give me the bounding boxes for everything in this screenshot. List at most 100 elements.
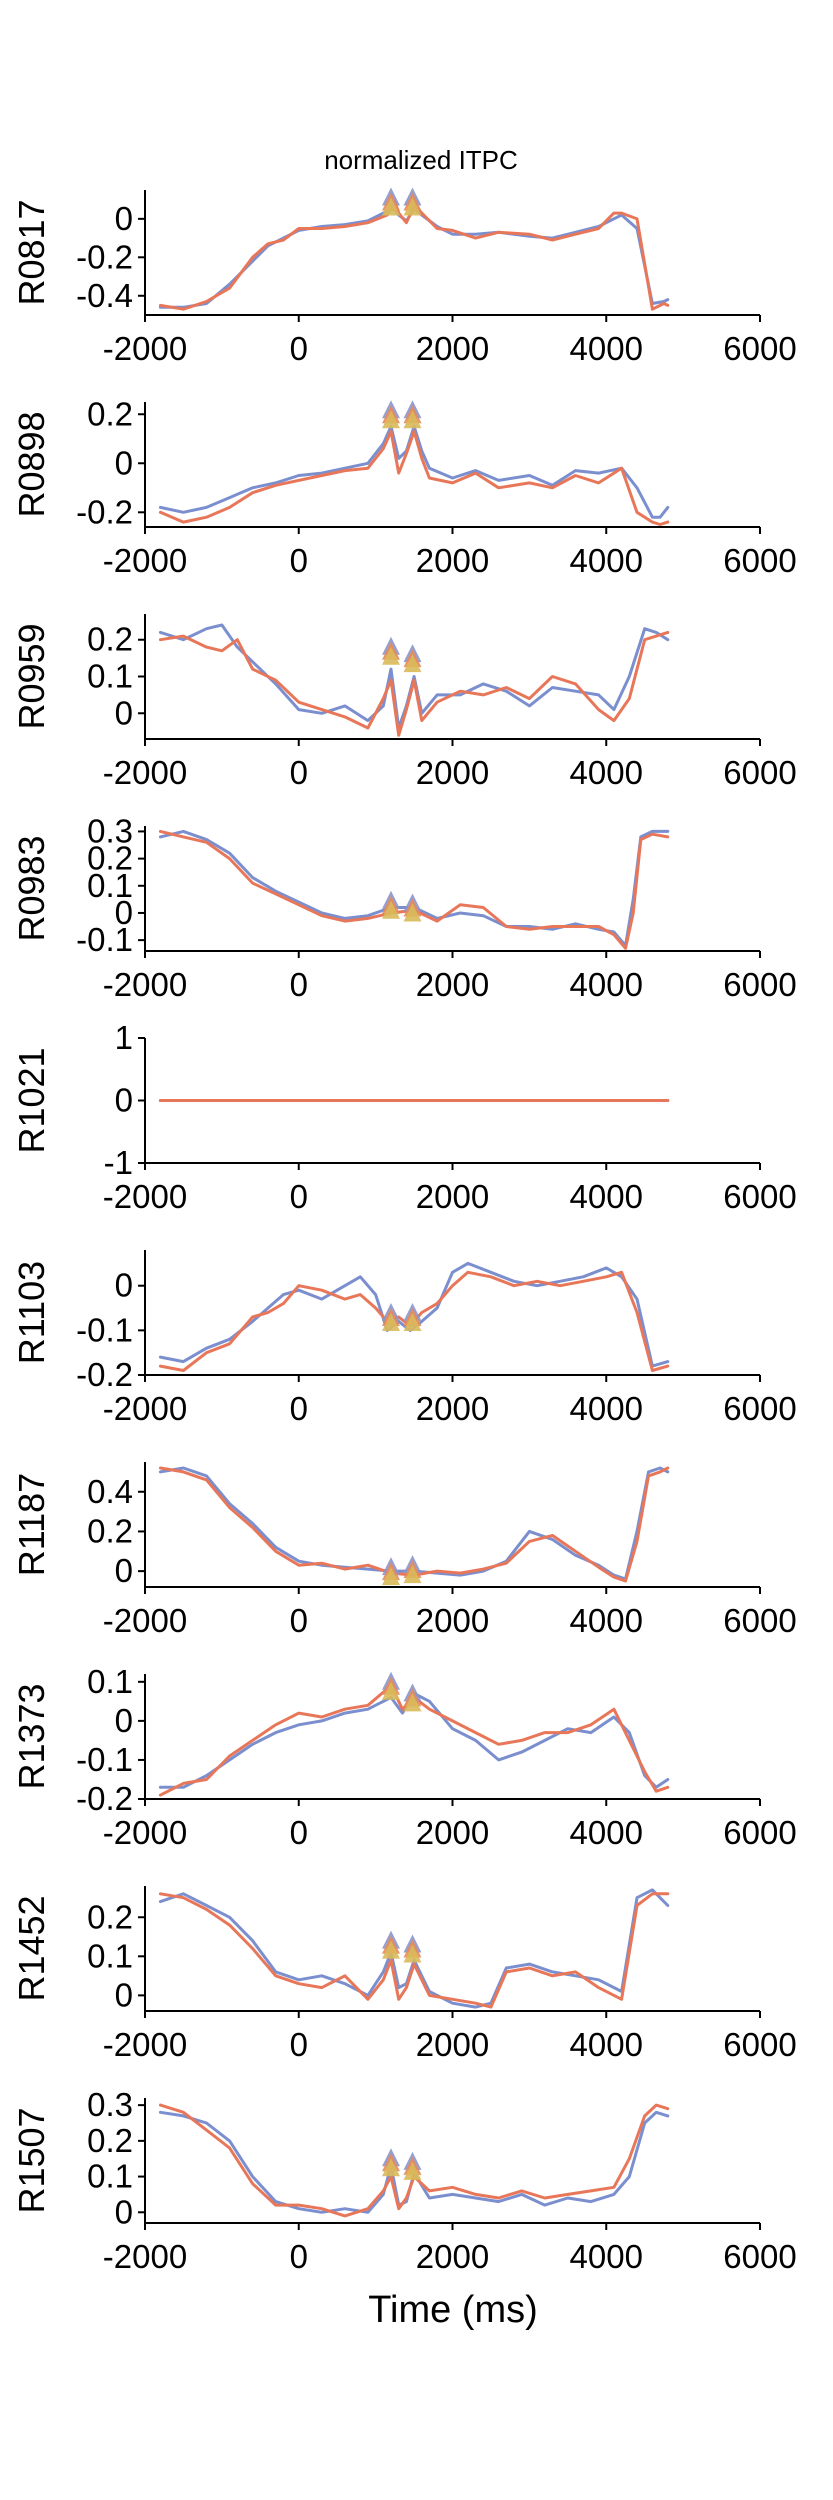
y-axis-label: R1452: [11, 1895, 52, 2001]
x-tick-label: 2000: [416, 1602, 489, 1639]
event-marker-1-3: [382, 1313, 400, 1331]
subplot-r0898: -2000 0 2000 4000 6000 0.2 0 -0.2 R0898: [11, 395, 797, 579]
x-tick-label: 0: [290, 1178, 308, 1215]
y-tick-label: 0: [115, 2193, 133, 2230]
x-tick-label: 0: [290, 2026, 308, 2063]
x-tick-label: 0: [290, 2238, 308, 2275]
x-tick-label: 4000: [570, 1178, 643, 1215]
x-tick-label: 6000: [723, 1178, 796, 1215]
x-tick-label: 2000: [416, 542, 489, 579]
event-marker-2-3: [403, 654, 422, 673]
x-tick-label: 0: [290, 966, 308, 1003]
x-tick-label: -2000: [103, 1178, 187, 1215]
x-tick-label: 2000: [416, 1390, 489, 1427]
x-tick-label: 4000: [570, 330, 643, 367]
y-axis-label: R0817: [11, 199, 52, 305]
y-tick-label: 0.1: [87, 2158, 133, 2195]
y-axis-label: R0983: [11, 835, 52, 941]
event-marker-2-3: [403, 410, 422, 429]
x-tick-label: 0: [290, 330, 308, 367]
x-tick-label: -2000: [103, 2238, 187, 2275]
y-tick-label: 0: [115, 444, 133, 481]
y-tick-label: 0.2: [87, 1898, 133, 1935]
x-tick-label: 4000: [570, 1814, 643, 1851]
event-marker-2-3: [403, 903, 422, 922]
y-tick-label: -0.2: [76, 1356, 133, 1393]
x-tick-label: 6000: [723, 754, 796, 791]
x-tick-label: 6000: [723, 1390, 796, 1427]
x-tick-label: -2000: [103, 754, 187, 791]
series-line-2: [158, 630, 670, 737]
x-tick-label: 4000: [570, 2238, 643, 2275]
x-tick-label: 6000: [723, 966, 796, 1003]
x-tick-label: 6000: [723, 2026, 796, 2063]
event-marker-1-3: [382, 900, 400, 919]
y-tick-label: -0.1: [76, 1311, 133, 1348]
series-line-1: [158, 207, 670, 309]
y-tick-label: 0: [115, 1082, 133, 1119]
x-tick-label: -2000: [103, 966, 187, 1003]
subplots-container: -2000 0 2000 4000 6000 0 -0.2 -0.4 R0817 -2000 0 20…: [11, 187, 797, 2275]
y-axis-label: R0898: [11, 411, 52, 517]
y-tick-label: 0.2: [87, 395, 133, 432]
x-tick-label: 2000: [416, 966, 489, 1003]
event-marker-2-3: [403, 197, 422, 216]
event-marker-2-3: [403, 1565, 422, 1584]
y-tick-label: -1: [104, 1144, 133, 1181]
y-axis-label: R1103: [11, 1261, 52, 1364]
y-tick-label: 0: [115, 200, 133, 237]
x-tick-label: 2000: [416, 2238, 489, 2275]
series-line-2: [158, 1892, 670, 2009]
x-tick-label: 4000: [570, 542, 643, 579]
x-tick-label: 0: [290, 1390, 308, 1427]
event-marker-2-3: [403, 1313, 422, 1331]
y-tick-label: 0.3: [87, 2086, 133, 2123]
event-marker-1-3: [382, 2158, 400, 2177]
y-tick-label: 0: [115, 1702, 133, 1739]
y-tick-label: -0.1: [76, 1741, 133, 1778]
x-tick-label: 4000: [570, 754, 643, 791]
series-line-1: [158, 829, 670, 948]
x-tick-label: 2000: [416, 1178, 489, 1215]
x-tick-label: 2000: [416, 1814, 489, 1851]
x-tick-label: -2000: [103, 1390, 187, 1427]
y-axis-label: R1373: [11, 1683, 52, 1789]
x-tick-label: -2000: [103, 2026, 187, 2063]
y-tick-label: 0.4: [87, 1473, 133, 1510]
series-line-2: [158, 1466, 670, 1583]
x-tick-label: 4000: [570, 1390, 643, 1427]
series-line-2: [158, 829, 670, 950]
y-tick-label: 0.2: [87, 621, 133, 658]
figure-title: normalized ITPC: [324, 145, 518, 175]
x-tick-label: 0: [290, 542, 308, 579]
x-tick-label: 2000: [416, 2026, 489, 2063]
y-tick-label: 0.3: [87, 812, 133, 849]
event-marker-2-3: [403, 1693, 422, 1712]
series-line-2: [158, 1684, 670, 1797]
series-line-2: [158, 200, 670, 311]
y-tick-label: 0.1: [87, 1663, 133, 1700]
x-tick-label: 6000: [723, 542, 796, 579]
y-tick-label: 0: [115, 894, 133, 931]
x-axis-label: Time (ms): [368, 2289, 538, 2331]
series-line-1: [158, 1466, 670, 1581]
y-axis-label: R0959: [11, 623, 52, 729]
y-tick-label: 0: [115, 1267, 133, 1304]
y-tick-label: 0.1: [87, 1937, 133, 1974]
y-tick-label: -0.4: [76, 277, 133, 314]
y-tick-label: 0: [115, 694, 133, 731]
event-marker-1-3: [382, 646, 400, 665]
x-tick-label: 6000: [723, 330, 796, 367]
series-line-2: [158, 2103, 670, 2218]
subplot-r1021: -2000 0 2000 4000 6000 1 0 -1 R1021: [11, 1019, 797, 1215]
y-axis-label: R1507: [11, 2107, 52, 2213]
y-tick-label: 1: [115, 1019, 133, 1056]
y-axis-label: R1187: [11, 1473, 52, 1576]
y-tick-label: -0.1: [76, 921, 133, 958]
y-tick-label: 0.2: [87, 840, 133, 877]
series-line-2: [158, 429, 670, 526]
